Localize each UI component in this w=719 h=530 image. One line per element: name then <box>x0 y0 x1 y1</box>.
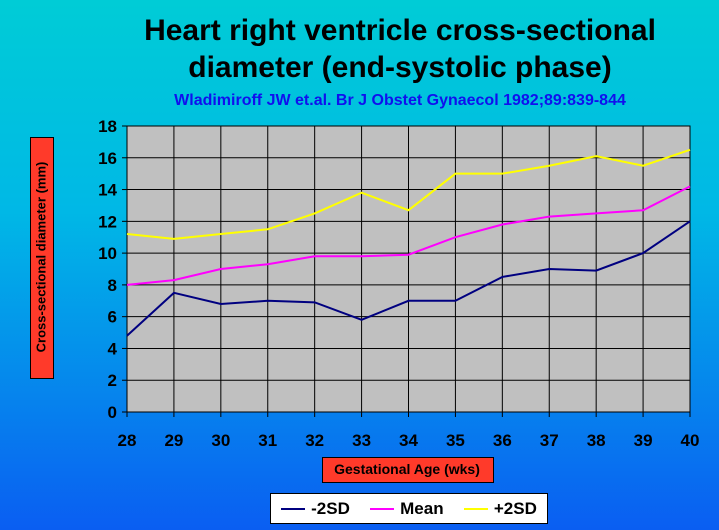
legend-label-plus-2sd: +2SD <box>493 498 537 518</box>
x-tick-label: 38 <box>587 431 606 450</box>
x-tick-label: 39 <box>634 431 653 450</box>
legend-swatch-minus-2sd <box>281 507 306 510</box>
legend-label-minus-2sd: -2SD <box>311 498 350 518</box>
y-tick-label: 4 <box>108 339 118 358</box>
x-axis-label-box <box>322 457 494 483</box>
x-tick-label: 40 <box>681 431 700 450</box>
chart-title: Heart right ventricle cross-sectional di… <box>144 14 656 84</box>
legend-item-minus-2sd: -2SD <box>281 499 350 519</box>
y-tick-label: 0 <box>108 403 117 422</box>
x-tick-label: 35 <box>446 431 465 450</box>
legend-label-mean: Mean <box>400 498 444 518</box>
y-tick-label: 12 <box>98 212 117 231</box>
x-tick-label: 33 <box>352 431 371 450</box>
legend-item-mean: Mean <box>370 498 444 519</box>
x-tick-label: 36 <box>493 431 512 450</box>
x-tick-label: 31 <box>258 431 277 450</box>
y-tick-label: 16 <box>98 149 117 168</box>
y-tick-label: 6 <box>108 308 117 327</box>
y-tick-label: 8 <box>108 276 117 295</box>
series-line-plus-2sd <box>126 148 691 240</box>
y-tick-label: 2 <box>108 371 117 390</box>
legend-swatch-plus-2sd <box>463 507 488 510</box>
y-tick-label: 10 <box>98 244 117 263</box>
y-axis-label-box <box>30 137 54 379</box>
legend-item-plus-2sd: +2SD <box>463 498 537 519</box>
x-tick-label: 34 <box>399 431 418 450</box>
x-tick-label: 28 <box>118 431 137 450</box>
series-line-minus-2sd <box>126 220 691 337</box>
chart-subtitle: Wladimiroff JW et.al. Br J Obstet Gynaec… <box>174 92 626 109</box>
legend-swatch-mean <box>370 507 395 510</box>
x-tick-label: 29 <box>164 431 183 450</box>
series-line-mean <box>126 185 691 286</box>
y-tick-label: 18 <box>98 117 117 136</box>
y-tick-label: 14 <box>98 181 117 200</box>
x-tick-label: 32 <box>305 431 324 450</box>
x-tick-label: 30 <box>211 431 230 450</box>
legend: -2SD Mean +2SD <box>270 493 548 524</box>
x-axis-label: Gestational Age (wks) <box>334 461 480 477</box>
x-tick-label: 37 <box>540 431 559 450</box>
